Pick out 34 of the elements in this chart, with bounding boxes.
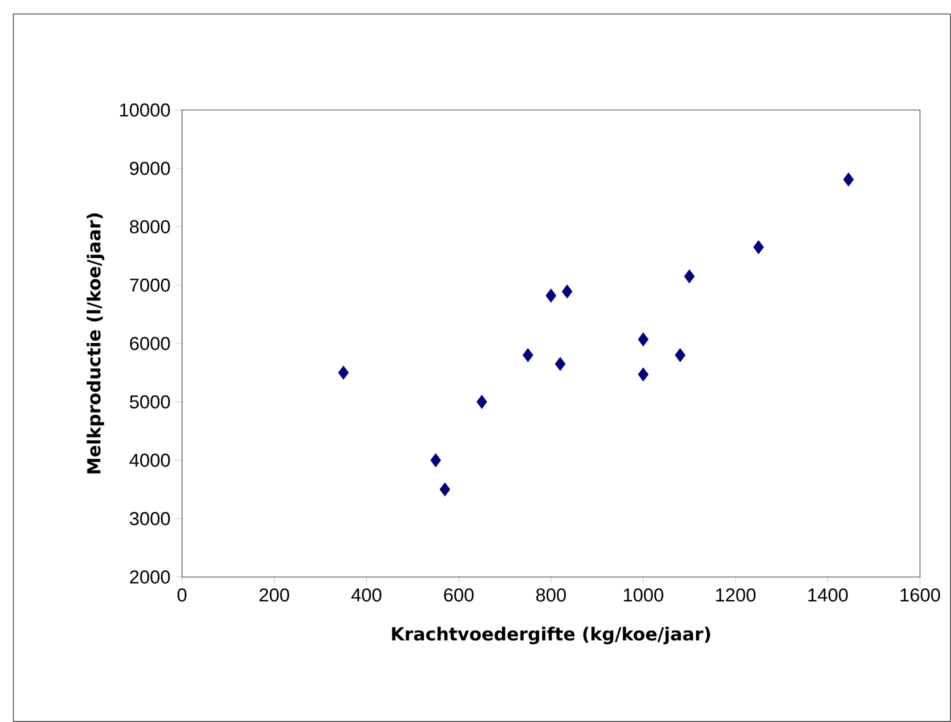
point — [684, 269, 695, 284]
x-tick-label: 1400 — [808, 588, 848, 602]
point — [753, 240, 764, 254]
point — [554, 356, 566, 371]
x-tick-label: 200 — [260, 588, 290, 602]
x-tick-label: 800 — [536, 588, 566, 602]
y-tick-label: 7000 — [130, 278, 170, 292]
point — [338, 366, 349, 380]
x-axis-title: Krachtvoedergifte (kg/koe/jaar) — [392, 626, 710, 644]
point — [476, 394, 488, 409]
point — [430, 453, 441, 468]
y-tick-label: 2000 — [130, 570, 170, 584]
point — [562, 284, 572, 298]
x-tick-label: 1000 — [624, 588, 664, 602]
point — [522, 348, 534, 362]
y-axis-title: Melkproductie (l/koe/jaar) — [86, 213, 104, 474]
x-tick-label: 600 — [444, 588, 474, 602]
point — [843, 172, 854, 186]
y-tick-label: 4000 — [130, 454, 170, 467]
point — [440, 482, 450, 496]
point — [638, 332, 649, 346]
point — [674, 348, 686, 362]
y-tick-label: 8000 — [130, 220, 170, 234]
y-tick-label: 5000 — [130, 395, 170, 408]
point — [546, 288, 556, 303]
x-tick-label: 1200 — [716, 588, 756, 602]
x-tick-label: 0 — [178, 588, 186, 602]
x-tick-label: 1600 — [900, 588, 940, 602]
x-tick-label: 400 — [351, 588, 382, 602]
y-tick-label: 6000 — [130, 336, 170, 350]
y-tick-label: 10000 — [120, 103, 170, 117]
y-tick-label: 3000 — [130, 512, 170, 526]
y-tick-label: 9000 — [130, 162, 170, 175]
point — [638, 367, 649, 382]
